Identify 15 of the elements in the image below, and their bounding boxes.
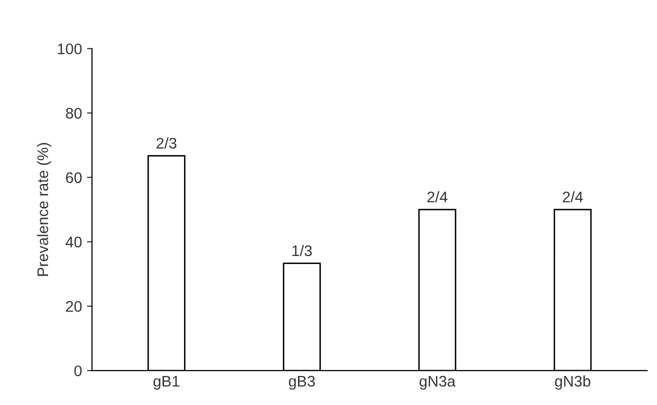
- y-tick-label: 60: [66, 172, 82, 184]
- y-tick-label: 40: [66, 236, 82, 248]
- x-tick-label: gN3a: [420, 376, 456, 390]
- annotation: 1/3: [292, 244, 312, 256]
- y-axis-title: Prevalence rate (%): [36, 143, 52, 276]
- annotation: 2/4: [427, 191, 448, 202]
- y-tick-label: 0: [74, 365, 82, 376]
- x-tick-label: gN3b: [555, 375, 590, 390]
- x-tick-label: gB3: [288, 376, 315, 390]
- annotation: 2/4: [562, 191, 583, 202]
- y-tick-label: 100: [58, 43, 82, 54]
- y-tick-label: 20: [66, 301, 82, 312]
- y-tick-label: 80: [66, 108, 82, 119]
- x-tick-label: gB1: [154, 376, 180, 390]
- annotation: 2/3: [156, 137, 176, 149]
